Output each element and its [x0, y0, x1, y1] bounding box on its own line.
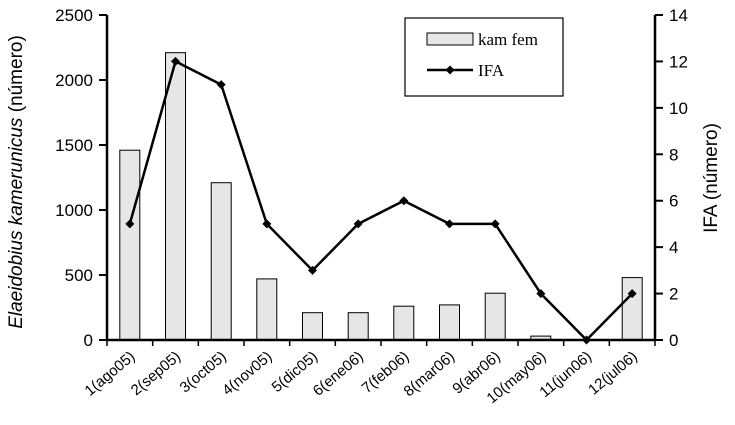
x-category-label: 4(nov05) — [219, 348, 275, 399]
x-category-label: 11(jun06) — [536, 348, 595, 401]
ifa-marker — [171, 56, 180, 66]
bar-kam-fem — [165, 52, 186, 341]
ifa-marker — [445, 219, 454, 229]
x-category-label: 6(ene06) — [310, 348, 367, 400]
y-left-tick-label: 500 — [65, 266, 93, 285]
y-right-tick-label: 0 — [669, 331, 678, 350]
labels-layer: 0 500 1000 1500 2000 2500 0 2 4 6 8 10 12 14 1(ago05)2… — [55, 6, 688, 407]
bar-kam-fem — [484, 292, 506, 341]
bar-kam-fem — [119, 149, 141, 341]
legend: kam fem IFA — [404, 17, 564, 97]
ifa-marker — [399, 196, 409, 206]
legend-box — [404, 17, 564, 97]
y-left-tick-label: 1000 — [55, 201, 93, 220]
ifa-marker — [536, 289, 546, 299]
bar-kam-fem — [347, 312, 369, 341]
ifa-marker — [490, 219, 500, 229]
bar-kam-fem — [210, 182, 232, 341]
y-right-tick-label: 14 — [669, 6, 688, 25]
legend-bar-swatch — [426, 32, 474, 46]
y-right-tick-label: 6 — [669, 192, 678, 211]
ifa-marker — [308, 265, 317, 275]
ifa-marker — [582, 335, 591, 345]
y-left-axis-title: Elaeidobius kamerunicus (número) — [6, 35, 27, 329]
x-category-label: 2(sep05) — [128, 348, 184, 399]
ifa-marker — [627, 289, 637, 299]
x-category-label: 1(ago05) — [81, 348, 138, 400]
y-left-tick-label: 0 — [84, 331, 93, 350]
ifa-marker — [262, 219, 272, 229]
y-right-tick-label: 2 — [669, 285, 678, 304]
y-left-axis-title-italic: Elaeidobius kamerunicus — [6, 117, 27, 329]
y-left-tick-label: 2500 — [55, 6, 93, 25]
axes-layer — [99, 14, 663, 346]
y-right-tick-label: 8 — [669, 145, 678, 164]
y-left-axis-title-suffix: (número) — [6, 35, 27, 117]
x-category-label: 8(mar06) — [401, 348, 459, 400]
bar-kam-fem — [302, 312, 323, 341]
legend-label-kam-fem: kam fem — [478, 30, 538, 49]
y-left-tick-label: 1500 — [55, 136, 93, 155]
bar-kam-fem — [621, 277, 643, 341]
legend-label-ifa: IFA — [478, 61, 505, 80]
y-left-tick-label: 2000 — [55, 71, 93, 90]
y-right-tick-label: 4 — [669, 238, 678, 257]
y-right-axis-title: IFA (número) — [701, 123, 722, 233]
y-right-tick-label: 12 — [669, 52, 688, 71]
bars-layer — [119, 52, 643, 341]
ifa-line-layer — [125, 56, 637, 345]
bar-kam-fem — [439, 304, 460, 341]
y-right-tick-label: 10 — [669, 99, 688, 118]
bar-kam-fem — [256, 278, 278, 341]
bar-kam-fem — [393, 305, 415, 341]
ifa-marker — [353, 219, 363, 229]
x-category-label: 12(jul06) — [585, 348, 641, 399]
ifa-marker — [216, 80, 226, 90]
legend-marker-swatch — [445, 65, 455, 75]
ifa-marker — [125, 219, 135, 229]
ifa-line — [128, 60, 634, 342]
